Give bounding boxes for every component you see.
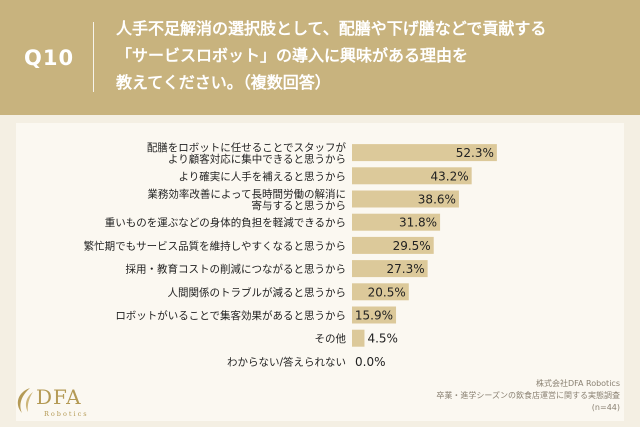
value-label: 4.5% <box>367 332 398 346</box>
category-label: 業務効率改善によって長時間労働の解消に寄与すると思うから <box>147 187 346 212</box>
bar <box>352 260 428 278</box>
value-label: 43.2% <box>431 169 469 183</box>
question-line: 教えてください。（複数回答） <box>116 73 331 92</box>
logo-word: DFA <box>36 385 82 409</box>
logo-subtitle: Robotics <box>44 410 89 418</box>
category-label: わからない/答えられない <box>227 355 346 368</box>
value-label: 29.5% <box>393 239 431 253</box>
bar <box>352 213 441 231</box>
category-label: 配膳をロボットに任せることでスタッフがより顧客対応に集中できると思うから <box>147 141 347 166</box>
header-divider <box>93 22 94 92</box>
bar-chart: 配膳をロボットに任せることでスタッフがより顧客対応に集中できると思うから 52.3… <box>84 141 497 369</box>
question-line: 「サービスロボット」の導入に興味がある理由を <box>116 46 469 65</box>
question-number: Q10 <box>24 46 75 70</box>
category-label: より確実に人手を補えると思うから <box>179 170 346 183</box>
bar <box>352 306 397 324</box>
value-label: 52.3% <box>456 146 494 160</box>
bar <box>352 190 459 208</box>
value-label: 20.5% <box>368 285 406 299</box>
source-company: 株式会社DFA Robotics <box>535 379 620 388</box>
value-label: 27.3% <box>386 262 424 276</box>
question-text: 人手不足解消の選択肢として、配膳や下げ膳などで貢献する 「サービスロボット」の導… <box>116 15 631 96</box>
category-label: その他 <box>315 332 347 345</box>
bar <box>352 144 497 162</box>
category-label: ロボットがいることで集客効果があると思うから <box>115 309 346 322</box>
source-sample: (n=44) <box>591 403 620 412</box>
source-survey: 卒業・進学シーズンの飲食店運営に関する実態調査 <box>436 391 620 400</box>
category-label: 人間関係のトラブルが減ると思うから <box>168 286 347 299</box>
value-label: 0.0% <box>355 355 386 369</box>
question-header: Q10 人手不足解消の選択肢として、配膳や下げ膳などで貢献する 「サービスロボッ… <box>0 0 640 115</box>
value-label: 15.9% <box>355 309 393 323</box>
source-note: 株式会社DFA Robotics 卒業・進学シーズンの飲食店運営に関する実態調査… <box>436 378 620 414</box>
bar <box>352 236 434 254</box>
bar <box>352 283 409 301</box>
bar <box>352 167 472 185</box>
chart-card: 配膳をロボットに任せることでスタッフがより顧客対応に集中できると思うから 52.3… <box>16 123 624 421</box>
value-label: 31.8% <box>399 216 437 230</box>
question-line: 人手不足解消の選択肢として、配膳や下げ膳などで貢献する <box>116 19 547 38</box>
logo-mark-icon <box>17 388 33 413</box>
category-label: 繁忙期でもサービス品質を維持しやすくなると思うから <box>84 239 346 252</box>
value-label: 38.6% <box>418 193 456 207</box>
dfa-logo: DFA Robotics <box>12 384 122 424</box>
bar <box>352 329 365 347</box>
category-label: 採用・教育コストの削減につながると思うから <box>126 263 347 276</box>
category-label: 重いものを運ぶなどの身体的負担を軽減できるから <box>105 216 346 229</box>
